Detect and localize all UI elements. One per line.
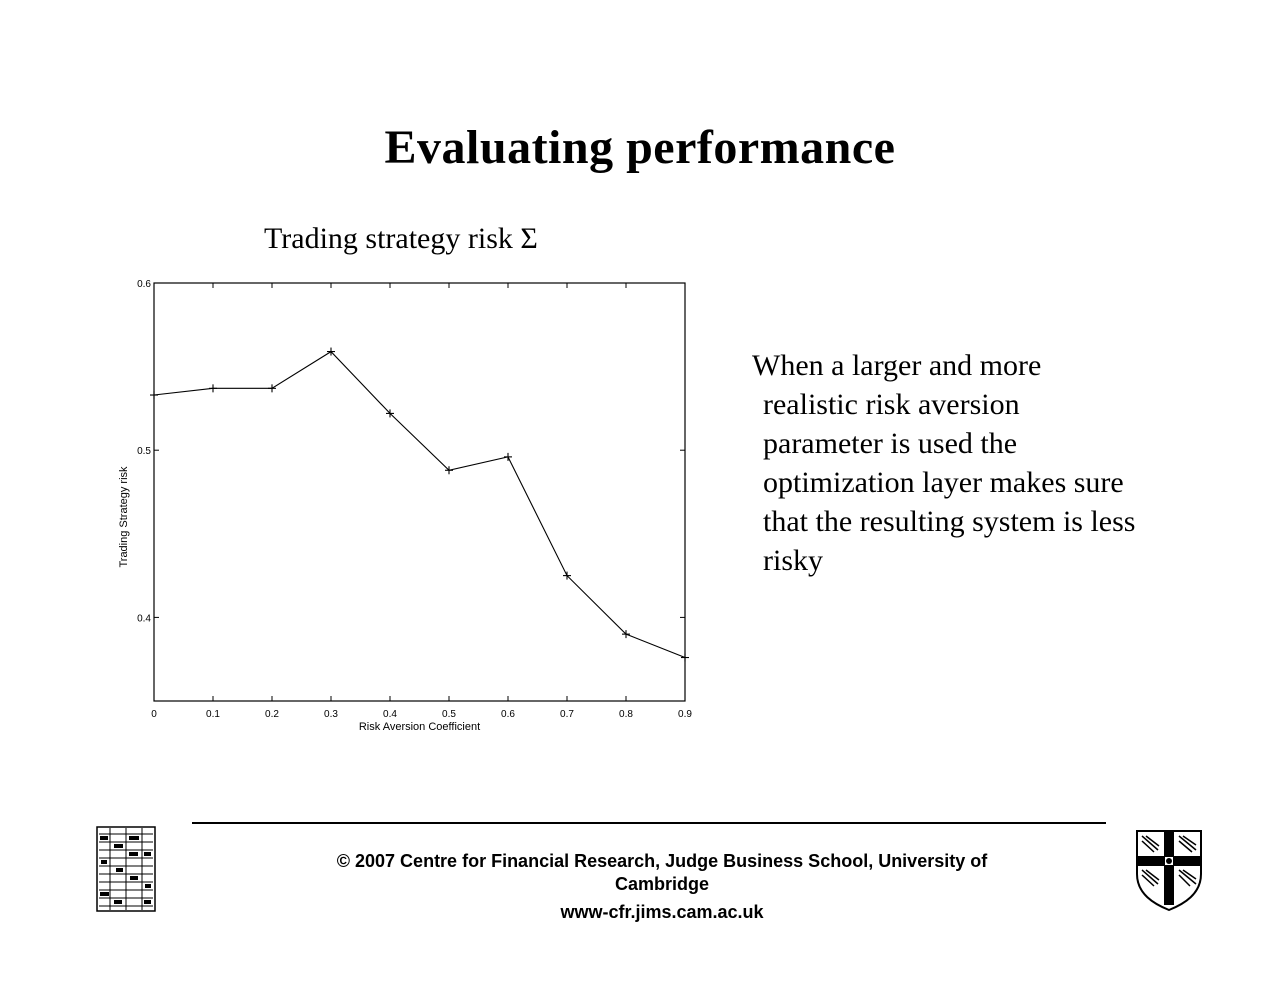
x-tick-label: 0	[151, 709, 157, 720]
data-point-marker	[150, 391, 158, 400]
y-tick-label: 0.6	[137, 279, 151, 290]
x-axis-label: Risk Aversion Coefficient	[359, 721, 480, 733]
y-axis-label: Trading Strategy risk	[118, 466, 130, 568]
body-line: parameter is used the	[763, 427, 1018, 460]
body-text: When a larger and more realistic risk av…	[752, 346, 1192, 580]
data-point-marker	[209, 384, 217, 393]
footer-url-link[interactable]: www-cfr.jims.cam.ac.uk	[560, 902, 764, 922]
body-line: realistic risk aversion	[763, 388, 1020, 421]
footer-divider	[192, 822, 1106, 824]
data-point-marker	[504, 452, 512, 461]
chart-series	[150, 347, 689, 662]
body-line: that the resulting system is less	[763, 505, 1136, 538]
institute-logo-icon	[96, 826, 156, 912]
x-tick-label: 0.3	[324, 709, 338, 720]
data-point-marker	[681, 653, 689, 662]
data-point-marker	[622, 630, 630, 639]
chart-axes	[153, 282, 686, 702]
x-tick-label: 0.4	[383, 709, 397, 720]
chart-labels: 0 0.1 0.2 0.3 0.4 0.5 0.6 0.7 0.8 0.9 0.4 0.5 0.6 Ris…	[118, 279, 692, 733]
body-line: When a larger and more	[752, 349, 1042, 382]
data-point-marker	[268, 384, 276, 393]
slide-title: Evaluating performance	[384, 121, 896, 174]
plot-frame	[153, 282, 686, 702]
x-tick-label: 0.6	[501, 709, 515, 720]
x-tick-label: 0.2	[265, 709, 279, 720]
university-crest-icon	[1136, 830, 1202, 912]
data-point-marker	[563, 571, 571, 580]
body-line: risky	[763, 544, 823, 577]
y-tick-label: 0.5	[137, 446, 151, 457]
x-tick-label: 0.5	[442, 709, 456, 720]
data-point-marker	[386, 409, 394, 418]
data-point-marker	[445, 466, 453, 475]
footer-copyright: © 2007 Centre for Financial Research, Ju…	[336, 851, 988, 894]
y-tick-label: 0.4	[137, 613, 151, 624]
x-tick-label: 0.9	[678, 709, 692, 720]
chart-heading: Trading strategy risk Σ	[264, 222, 538, 255]
body-line: optimization layer makes sure	[763, 466, 1124, 499]
series-line	[153, 350, 686, 659]
x-tick-label: 0.8	[619, 709, 633, 720]
risk-line-chart: 0 0.1 0.2 0.3 0.4 0.5 0.6 0.7 0.8 0.9 0.4 0.5 0.6 Ris…	[118, 279, 692, 733]
x-tick-label: 0.1	[206, 709, 220, 720]
data-point-marker	[327, 347, 335, 356]
x-tick-label: 0.7	[560, 709, 574, 720]
